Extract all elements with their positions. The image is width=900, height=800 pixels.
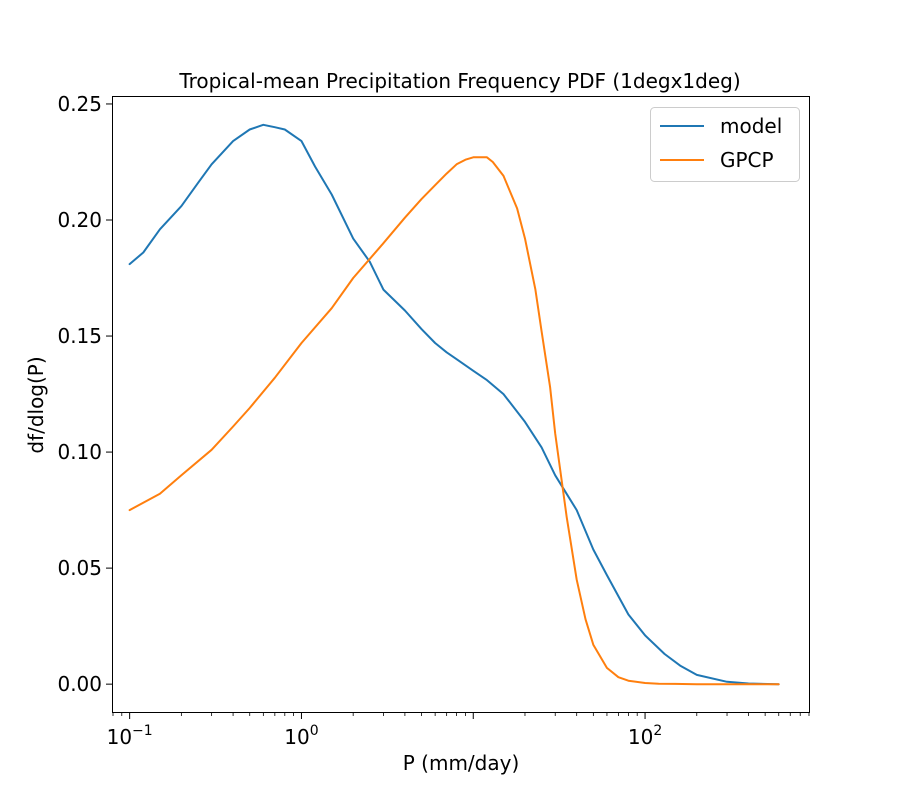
- y-axis-label: df/dlog(P): [24, 356, 48, 453]
- x-tick-base: 10: [107, 725, 132, 749]
- y-tick-label: 0.00: [57, 672, 102, 696]
- x-axis-ticks: 10−1 100 102: [107, 712, 810, 749]
- x-tick-exponent: −1: [132, 723, 153, 739]
- series-line-gpcp: [128, 156, 780, 686]
- y-tick-label: 0.20: [57, 208, 102, 232]
- x-axis-label: P (mm/day): [403, 751, 520, 775]
- x-tick-base: 10: [284, 725, 309, 749]
- x-tick-exponent: 0: [310, 723, 319, 739]
- y-axis-ticks: 0.00 0.05 0.10 0.15 0.20 0.25: [57, 92, 113, 696]
- x-tick-label: 100: [284, 723, 318, 749]
- y-tick-label: 0.10: [57, 440, 102, 464]
- legend: model GPCP: [650, 107, 800, 182]
- y-tick-label: 0.25: [57, 92, 102, 116]
- legend-label-model: model: [720, 114, 782, 138]
- x-tick-label: 10−1: [107, 723, 153, 749]
- plot-frame: [112, 96, 810, 713]
- x-tick-label: 102: [628, 723, 662, 749]
- y-tick-label: 0.15: [57, 324, 102, 348]
- y-tick-label: 0.05: [57, 556, 102, 580]
- legend-label-gpcp: GPCP: [720, 148, 774, 172]
- plot-area: [128, 123, 780, 686]
- series-line-model: [128, 123, 780, 686]
- x-tick-exponent: 2: [653, 723, 662, 739]
- chart-title: Tropical-mean Precipitation Frequency PD…: [178, 69, 740, 93]
- x-tick-base: 10: [628, 725, 653, 749]
